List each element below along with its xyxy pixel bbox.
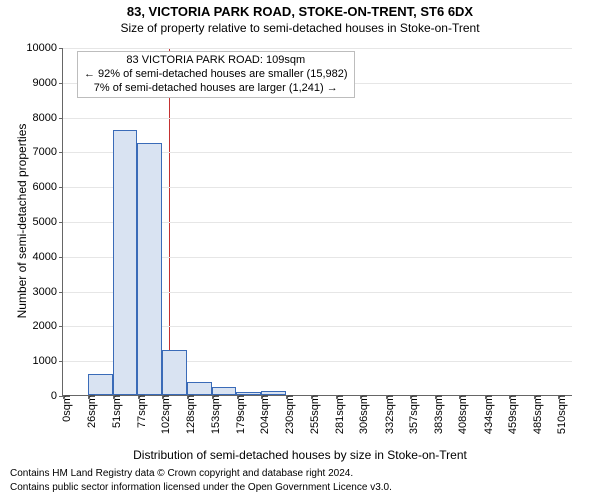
xtick-label: 230sqm bbox=[276, 395, 296, 434]
ytick-label: 5000 bbox=[33, 216, 63, 228]
xtick-label: 128sqm bbox=[177, 395, 197, 434]
y-axis-label: Number of semi-detached properties bbox=[15, 71, 29, 371]
annotation-line-1: 83 VICTORIA PARK ROAD: 109sqm bbox=[84, 54, 348, 68]
chart-subtitle: Size of property relative to semi-detach… bbox=[0, 19, 600, 35]
xtick-label: 77sqm bbox=[128, 395, 148, 428]
x-axis-label: Distribution of semi-detached houses by … bbox=[0, 448, 600, 462]
histogram-bar bbox=[261, 391, 286, 395]
ytick-label: 4000 bbox=[33, 251, 63, 263]
grid-line bbox=[63, 48, 572, 49]
xtick-label: 434sqm bbox=[475, 395, 495, 434]
xtick-label: 485sqm bbox=[524, 395, 544, 434]
histogram-bar bbox=[137, 143, 162, 395]
xtick-label: 26sqm bbox=[78, 395, 98, 428]
annotation-line-2: ← 92% of semi-detached houses are smalle… bbox=[84, 68, 348, 82]
xtick-label: 408sqm bbox=[449, 395, 469, 434]
histogram-bar bbox=[88, 374, 113, 395]
xtick-label: 306sqm bbox=[350, 395, 370, 434]
histogram-bar bbox=[187, 382, 212, 395]
ytick-label: 1000 bbox=[33, 355, 63, 367]
ytick-label: 2000 bbox=[33, 320, 63, 332]
histogram-bar bbox=[236, 392, 261, 395]
annotation-line-3: 7% of semi-detached houses are larger (1… bbox=[84, 82, 348, 96]
xtick-label: 281sqm bbox=[326, 395, 346, 434]
footer-line-2: Contains public sector information licen… bbox=[10, 482, 392, 493]
chart-title: 83, VICTORIA PARK ROAD, STOKE-ON-TRENT, … bbox=[0, 0, 600, 19]
chart-container: 83, VICTORIA PARK ROAD, STOKE-ON-TRENT, … bbox=[0, 0, 600, 500]
grid-line bbox=[63, 118, 572, 119]
xtick-label: 0sqm bbox=[53, 395, 73, 422]
xtick-label: 510sqm bbox=[548, 395, 568, 434]
xtick-label: 102sqm bbox=[152, 395, 172, 434]
ytick-label: 10000 bbox=[26, 42, 63, 54]
xtick-label: 383sqm bbox=[425, 395, 445, 434]
histogram-bar bbox=[162, 350, 187, 395]
annotation-box: 83 VICTORIA PARK ROAD: 109sqm ← 92% of s… bbox=[77, 51, 355, 98]
plot-area: 83 VICTORIA PARK ROAD: 109sqm ← 92% of s… bbox=[62, 48, 572, 396]
ytick-label: 7000 bbox=[33, 146, 63, 158]
histogram-bar bbox=[212, 387, 237, 395]
ytick-label: 3000 bbox=[33, 286, 63, 298]
ytick-label: 8000 bbox=[33, 112, 63, 124]
xtick-label: 332sqm bbox=[376, 395, 396, 434]
histogram-bar bbox=[113, 130, 138, 395]
ytick-label: 9000 bbox=[33, 77, 63, 89]
ytick-label: 6000 bbox=[33, 181, 63, 193]
xtick-label: 357sqm bbox=[400, 395, 420, 434]
xtick-label: 459sqm bbox=[499, 395, 519, 434]
xtick-label: 255sqm bbox=[301, 395, 321, 434]
xtick-label: 204sqm bbox=[251, 395, 271, 434]
xtick-label: 51sqm bbox=[103, 395, 123, 428]
xtick-label: 153sqm bbox=[202, 395, 222, 434]
footer-line-1: Contains HM Land Registry data © Crown c… bbox=[10, 468, 353, 479]
xtick-label: 179sqm bbox=[227, 395, 247, 434]
